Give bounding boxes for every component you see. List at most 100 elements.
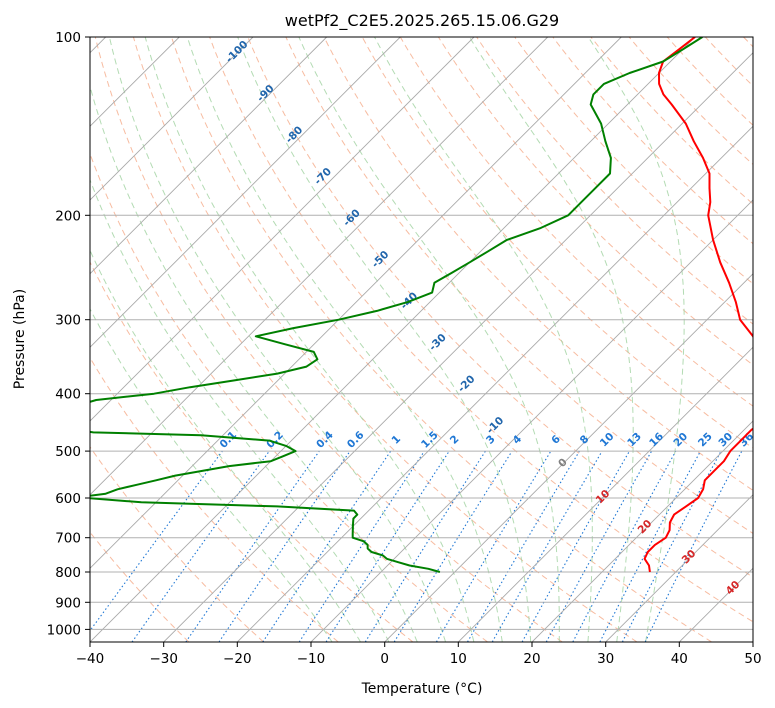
moist-adiabat-line [298,37,560,642]
dry-adiabat-line [90,356,339,642]
moist-adiabat-line [90,249,362,642]
y-tick-label: 1000 [47,622,81,638]
isotherm-line [678,567,753,642]
pressure-gridlines [90,37,753,630]
mixing-ratio-line [572,450,677,642]
moist-adiabat-line [186,37,503,642]
mixing-ratio-label: 25 [696,430,715,449]
mixing-ratio-line [644,450,743,642]
dry-adiabat-line [90,152,488,642]
moist-adiabat-line [90,84,418,642]
moist-adiabat-line [469,37,634,642]
isotherm-line [236,125,753,642]
mixing-ratio-label: 1.5 [419,429,441,451]
moist-adiabat-line [90,178,390,642]
isotherm-line [90,37,401,348]
x-tick-label: −10 [297,651,326,667]
dry-adiabat-line [743,37,753,48]
isotherm-line [90,37,696,642]
dry-adiabat-line [323,37,753,491]
dewpoint-profile [90,37,703,573]
dry-adiabat-line [704,37,753,87]
mixing-ratio-label: 16 [647,430,666,449]
dry-adiabat-label: 0 [556,456,570,470]
moist-adiabat-label: -100 [223,38,250,65]
y-axis-title: Pressure (hPa) [12,289,28,389]
moist-adiabat-label: -10 [484,415,506,437]
y-tick-label: 400 [55,387,81,403]
y-tick-label: 600 [55,491,81,507]
isotherm-line [457,346,753,642]
dry-adiabat-label: 30 [680,548,699,567]
mixing-ratio-label: 0.6 [345,429,367,451]
x-tick-label: 40 [671,651,688,667]
moist-adiabat-label: -90 [255,83,277,105]
dry-adiabat-line [666,37,753,126]
y-tick-label: 900 [55,595,81,611]
isotherm-line [163,52,753,642]
plot-frame [89,36,754,643]
isotherm-line [310,199,753,642]
moist-adiabat-line [237,37,532,642]
x-tick-label: 50 [744,651,761,667]
y-tick-label: 700 [55,531,81,547]
moist-adiabat-line [587,37,685,642]
dry-adiabat-line [476,37,753,325]
dry-adiabat-line [590,37,753,205]
mixing-ratio-labels: 0.1 0.2 0.4 0.6 1 1.5 2 3 4 6 8 10 13 16 20 25 30 36 [217,429,756,451]
mixing-ratio-line [545,450,653,642]
dry-adiabat-line [552,37,753,245]
mixing-ratio-line [467,450,580,642]
isotherm-line [90,37,549,496]
x-tick-label: −30 [149,651,178,667]
y-tick-label: 200 [55,208,81,224]
moist-adiabat-label: -30 [427,332,449,354]
isotherm-line [90,37,254,201]
dry-adiabat-label: 20 [636,518,655,537]
dry-adiabat-line [90,260,414,642]
isotherm-line [752,641,753,642]
mixing-ratio-line [325,450,450,642]
mixing-ratio-line [185,450,320,642]
dry-adiabat-line [209,37,753,623]
dry-adiabat-line [90,446,264,642]
isotherm-line [90,37,475,422]
mixing-ratio-line [393,450,513,642]
mixing-ratio-line [521,450,630,642]
mixing-ratio-label: 8 [578,433,592,447]
moist-adiabat-line [374,37,593,642]
mixing-ratio-line [262,450,392,642]
dry-adiabat-line [171,37,712,642]
y-tick-label: 300 [55,313,81,329]
x-tick-label: −20 [223,651,252,667]
x-tick-label: 0 [380,651,389,667]
mixing-ratio-label: 4 [510,433,524,447]
isotherm-line [90,37,622,569]
y-tick-label: 500 [55,444,81,460]
mixing-ratio-line [599,450,701,642]
dry-adiabat-line [247,37,753,578]
dry-adiabat-line [285,37,753,535]
dry-adiabat-line [90,531,190,642]
temperature-profile [643,37,753,573]
isotherm-line [605,494,753,642]
x-tick-label: 10 [450,651,467,667]
y-tick-label: 800 [55,565,81,581]
y-axis: 100 200 300 400 500 600 700 800 900 1000 [47,30,90,638]
x-tick-label: −40 [76,651,105,667]
dry-adiabat-line [437,37,753,366]
moist-adiabat-label: -50 [370,249,392,271]
mixing-ratio-label: 13 [625,430,644,449]
mixing-ratio-line [90,450,223,632]
mixing-ratio-line [131,450,270,642]
y-tick-label: 100 [55,30,81,46]
moist-adiabat-line [90,308,333,642]
moist-adiabat-label: -20 [456,373,478,395]
moist-adiabat-line [144,37,475,642]
mixing-ratio-line [218,450,351,642]
x-axis-title: Temperature (°C) [361,681,483,697]
x-axis: −40 −30 −20 −10 0 10 20 30 40 50 [76,642,762,667]
mixing-ratio-label: 20 [671,430,690,449]
